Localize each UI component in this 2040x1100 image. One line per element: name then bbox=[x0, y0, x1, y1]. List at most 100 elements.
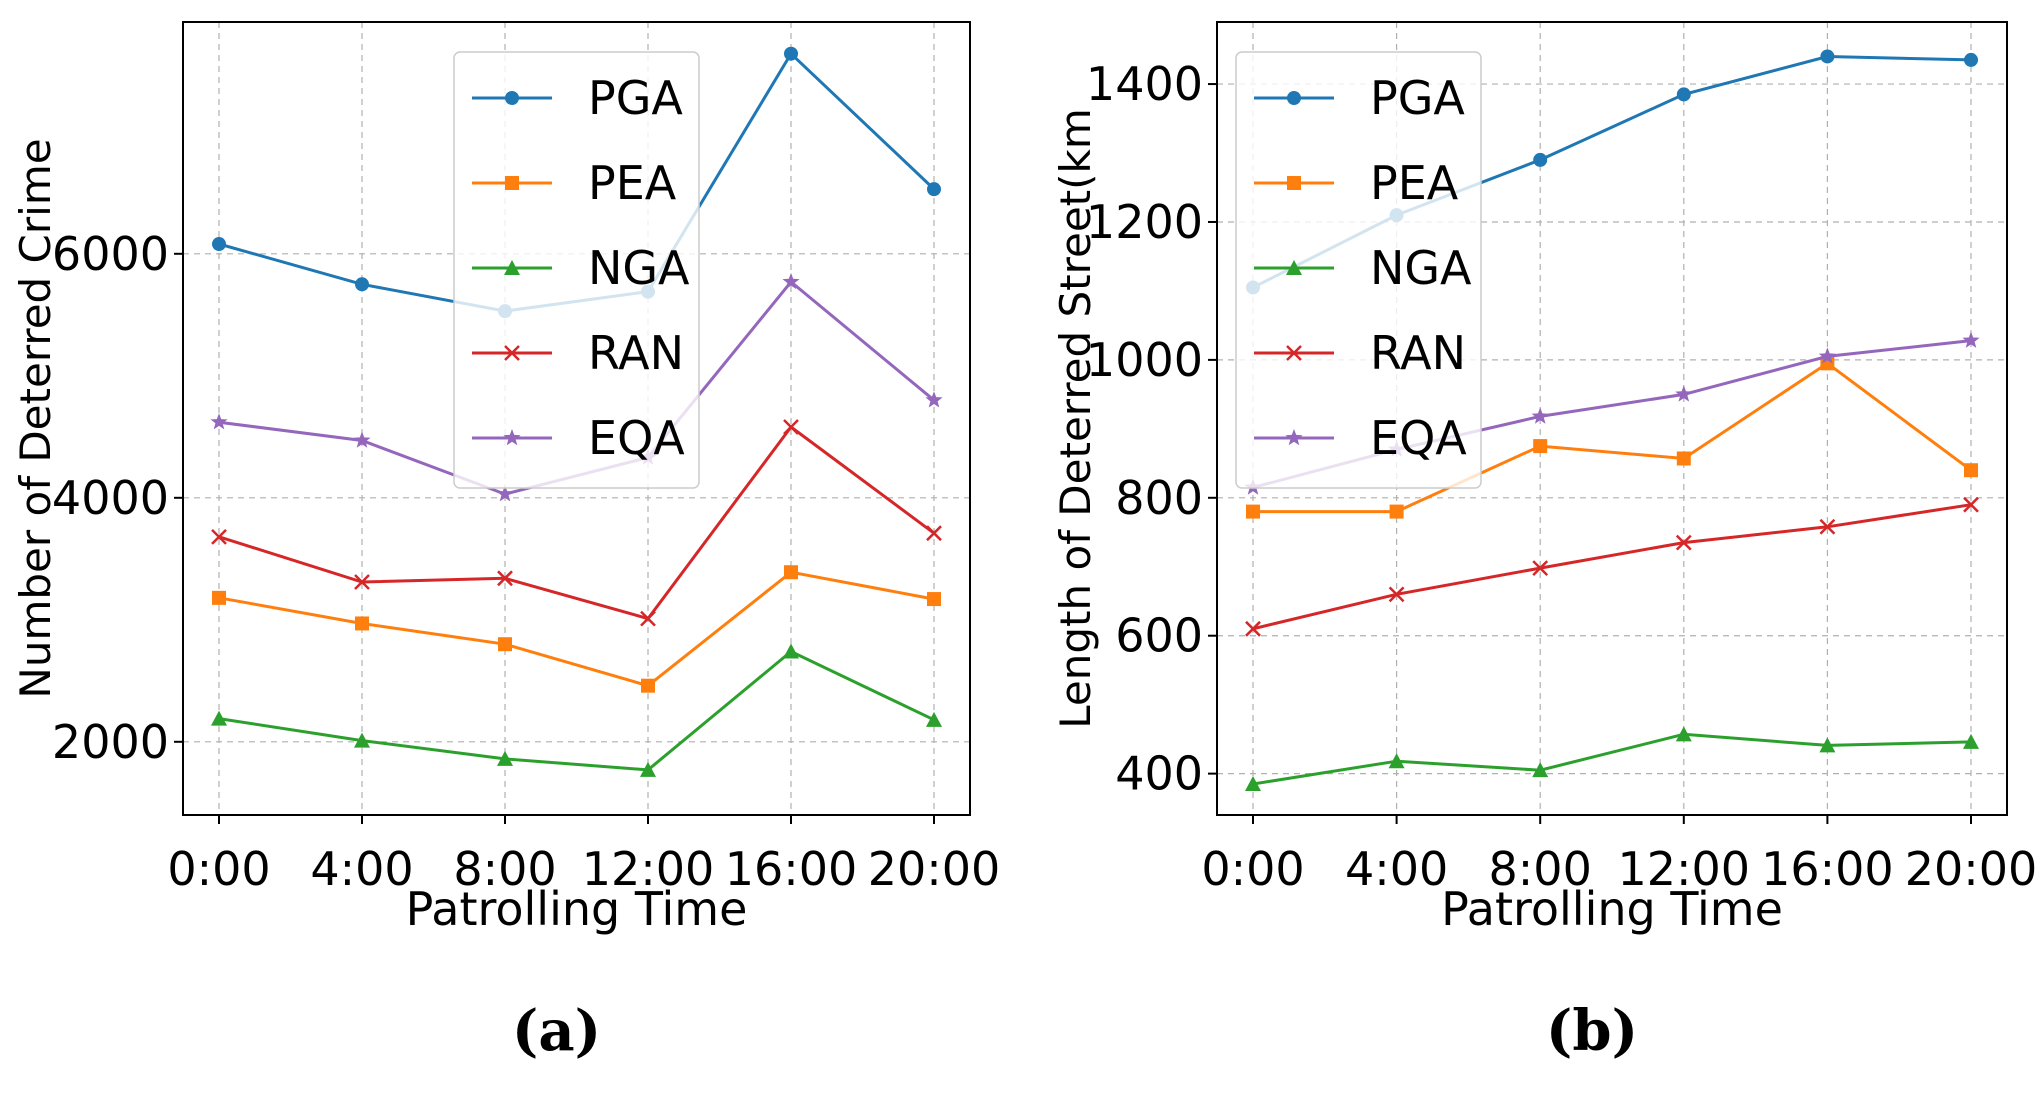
data-point-pea-5 bbox=[1964, 463, 1978, 478]
y-tick-label: 400 bbox=[1115, 747, 1203, 801]
data-point-eqa-4 bbox=[1818, 347, 1836, 364]
data-point-nga-2 bbox=[1532, 762, 1549, 778]
series-line-nga bbox=[1252, 732, 1972, 786]
data-point-ran-4 bbox=[1819, 518, 1836, 535]
x-tick-label: 12:00 bbox=[582, 842, 715, 896]
series-line-pea bbox=[218, 570, 935, 688]
y-tick-label: 1200 bbox=[1086, 195, 1203, 249]
y-tick-label: 600 bbox=[1115, 609, 1203, 663]
data-point-nga-1 bbox=[1388, 753, 1405, 769]
legend-marker-eqa bbox=[503, 429, 521, 446]
series-line-pea bbox=[1253, 361, 1972, 514]
data-point-eqa-3 bbox=[1675, 385, 1693, 402]
data-point-pea-1 bbox=[1389, 504, 1404, 519]
x-tick-label: 16:00 bbox=[725, 842, 858, 896]
legend-marker-ran bbox=[1286, 345, 1302, 361]
data-point-ran-3 bbox=[1675, 534, 1692, 551]
data-point-pga-1 bbox=[355, 277, 369, 292]
data-point-nga-3 bbox=[640, 761, 656, 777]
data-point-eqa-2 bbox=[1531, 407, 1549, 424]
data-point-eqa-5 bbox=[925, 391, 943, 408]
legend-label-nga: NGA bbox=[1370, 241, 1472, 295]
series-line-nga bbox=[218, 649, 935, 772]
data-point-pea-0 bbox=[1246, 504, 1260, 519]
series-line-ran bbox=[1252, 503, 1972, 631]
data-point-ran-0 bbox=[211, 528, 227, 545]
data-point-pea-0 bbox=[212, 590, 226, 605]
data-point-pea-5 bbox=[927, 592, 941, 607]
data-point-eqa-4 bbox=[782, 272, 800, 290]
legend-marker-pga bbox=[505, 91, 519, 105]
data-point-nga-4 bbox=[783, 643, 799, 659]
plot-frame bbox=[182, 21, 971, 816]
x-tick-label: 20:00 bbox=[868, 842, 1001, 896]
panel-label: (b) bbox=[1546, 998, 1638, 1064]
y-axis-label: Number of Deterred Crime bbox=[11, 138, 60, 698]
y-tick-label: 1000 bbox=[1086, 333, 1203, 387]
data-point-nga-3 bbox=[1675, 726, 1692, 742]
data-point-pea-2 bbox=[498, 637, 512, 652]
data-point-pga-0 bbox=[212, 237, 226, 252]
legend-label-pga: PGA bbox=[588, 71, 683, 125]
y-tick-label: 4000 bbox=[52, 471, 169, 525]
data-point-pga-2 bbox=[1533, 152, 1548, 167]
data-point-ran-2 bbox=[497, 570, 513, 587]
x-axis-label: Patrolling Time bbox=[406, 882, 748, 936]
legend-marker-pga bbox=[1287, 91, 1301, 105]
x-tick-label: 20:00 bbox=[1905, 842, 2038, 896]
data-point-nga-4 bbox=[1819, 737, 1836, 753]
data-point-pga-5 bbox=[927, 182, 941, 197]
panel-label: (a) bbox=[512, 998, 601, 1064]
data-point-eqa-5 bbox=[1962, 331, 1980, 348]
x-tick-label: 0:00 bbox=[167, 842, 270, 896]
x-tick-label: 4:00 bbox=[1345, 842, 1448, 896]
x-tick-label: 8:00 bbox=[1489, 842, 1592, 896]
data-point-ran-0 bbox=[1245, 620, 1261, 637]
plot-frame bbox=[1216, 21, 2008, 816]
data-point-eqa-1 bbox=[353, 431, 371, 448]
data-point-nga-0 bbox=[211, 710, 227, 726]
data-point-nga-5 bbox=[1963, 733, 1979, 749]
y-tick-label: 800 bbox=[1115, 471, 1203, 525]
x-tick-label: 4:00 bbox=[310, 842, 413, 896]
data-point-ran-5 bbox=[1963, 496, 1979, 513]
legend-label-ran: RAN bbox=[588, 326, 684, 380]
x-tick-label: 0:00 bbox=[1201, 842, 1304, 896]
legend-label-eqa: EQA bbox=[1370, 411, 1467, 465]
data-point-pea-3 bbox=[641, 678, 655, 693]
legend-label-ran: RAN bbox=[1370, 326, 1466, 380]
data-point-eqa-0 bbox=[210, 413, 228, 430]
data-point-ran-3 bbox=[640, 610, 656, 627]
data-point-pga-5 bbox=[1964, 52, 1978, 67]
legend-label-pea: PEA bbox=[588, 156, 677, 210]
y-tick-label: 2000 bbox=[52, 715, 169, 769]
series-line-ran bbox=[218, 424, 935, 621]
data-point-nga-1 bbox=[354, 732, 370, 748]
data-point-pea-4 bbox=[784, 565, 798, 580]
legend-box bbox=[453, 51, 700, 489]
x-tick-label: 8:00 bbox=[453, 842, 556, 896]
data-point-pga-3 bbox=[1676, 87, 1691, 102]
data-point-eqa-2 bbox=[496, 485, 514, 502]
legend-marker-nga bbox=[1286, 260, 1302, 275]
data-point-ran-4 bbox=[783, 419, 799, 435]
chart-panel-1: 0:00 4:00 8:00 12:00 16:00 20:00 2000 4000 6000 P… bbox=[11, 21, 1001, 1064]
data-point-pea-2 bbox=[1533, 439, 1548, 454]
legend-label-nga: NGA bbox=[588, 241, 690, 295]
legend-marker-nga bbox=[504, 260, 520, 275]
data-point-nga-5 bbox=[926, 711, 942, 727]
legend-label-eqa: EQA bbox=[588, 411, 685, 465]
chart-panel-2: 0:00 4:00 8:00 12:00 16:00 20:00 400 600 800 1000… bbox=[1051, 21, 2038, 1064]
x-axis-label: Patrolling Time bbox=[1441, 882, 1783, 936]
data-point-pea-1 bbox=[355, 616, 369, 631]
data-point-pea-3 bbox=[1676, 451, 1691, 466]
data-point-ran-5 bbox=[926, 525, 942, 542]
x-tick-label: 12:00 bbox=[1618, 842, 1751, 896]
legend-marker-ran bbox=[504, 345, 520, 361]
legend-marker-pea bbox=[1287, 176, 1301, 190]
data-point-ran-2 bbox=[1532, 560, 1549, 577]
data-point-ran-1 bbox=[1388, 586, 1405, 603]
legend-label-pea: PEA bbox=[1370, 156, 1459, 210]
legend-marker-pea bbox=[505, 176, 519, 190]
